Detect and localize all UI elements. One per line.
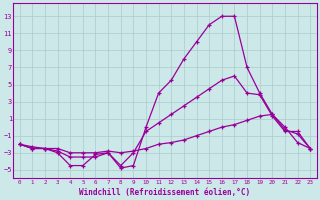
X-axis label: Windchill (Refroidissement éolien,°C): Windchill (Refroidissement éolien,°C) [79,188,251,197]
